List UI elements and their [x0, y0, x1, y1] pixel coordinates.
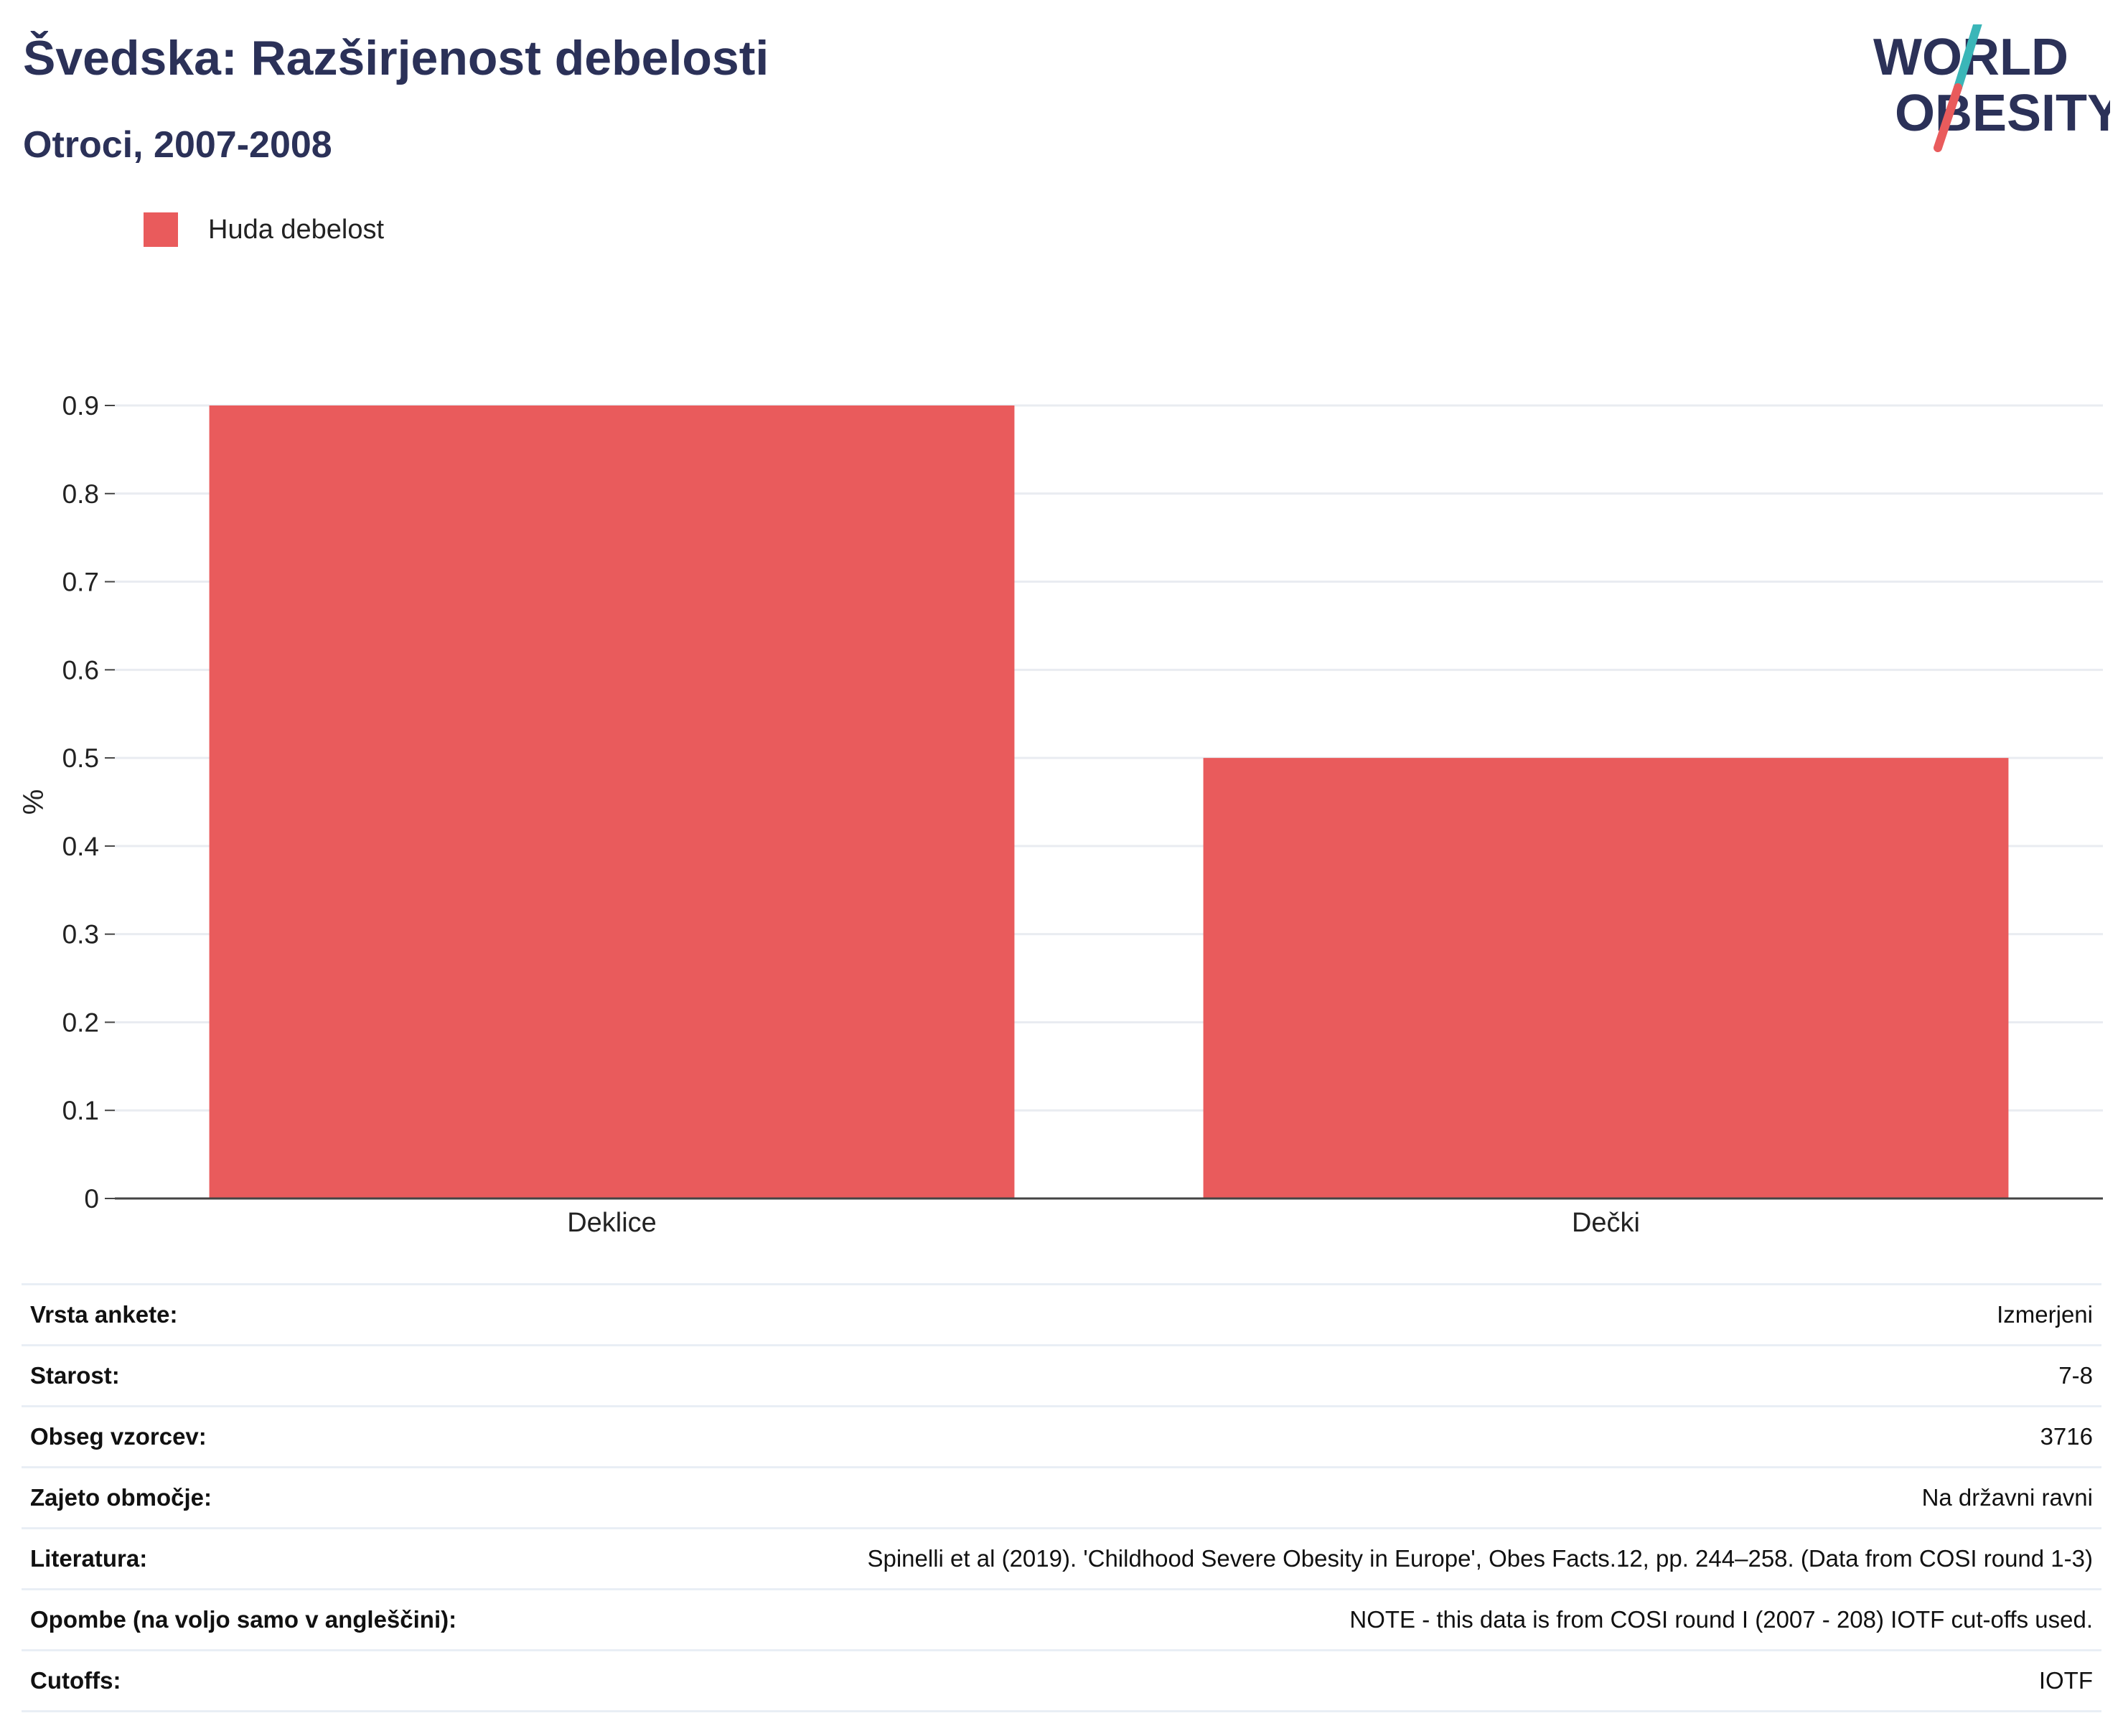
x-tick-label: Deklice [567, 1208, 657, 1238]
chart-subtitle: Otroci, 2007-2008 [23, 124, 332, 166]
y-axis-label: % [18, 789, 50, 815]
x-tick-label: Dečki [1572, 1208, 1640, 1238]
info-row: Starost: 7-8 [22, 1344, 2101, 1407]
info-row: Opombe (na voljo samo v angleščini): NOTE… [22, 1588, 2101, 1651]
y-tick-label: 0 [84, 1184, 99, 1214]
info-value: NOTE - this data is from COSI round I (2… [568, 1588, 2101, 1651]
info-label: Opombe (na voljo samo v angleščini): [22, 1588, 569, 1651]
y-tick-label: 0.1 [62, 1096, 99, 1125]
y-tick-label: 0.3 [62, 920, 99, 949]
bar-chart: 0 0.1 0.2 0.3 0.4 0.5 0.6 0.7 0.8 0.9 Deklice Dečki… [18, 391, 2103, 1238]
info-label: Cutoffs: [22, 1649, 569, 1712]
chart-title: Švedska: Razširjenost debelosti [23, 31, 769, 85]
y-tick-label: 0.8 [62, 479, 99, 509]
legend-swatch-huda-debelost[interactable] [144, 212, 178, 247]
legend-label-huda-debelost[interactable]: Huda debelost [208, 214, 385, 245]
info-label: Vrsta ankete: [22, 1283, 569, 1346]
world-obesity-logo: WORLD OBESITY [1873, 24, 2110, 152]
info-value: Na državni ravni [568, 1466, 2101, 1529]
info-label: Starost: [22, 1344, 569, 1407]
y-tick-label: 0.9 [62, 391, 99, 421]
logo-slash-coral [1934, 83, 1962, 152]
info-row: Obseg vzorcev: 3716 [22, 1405, 2101, 1468]
info-row: Literatura: Spinelli et al (2019). 'Child… [22, 1527, 2101, 1590]
y-tick-label: 0.2 [62, 1008, 99, 1037]
info-value: 3716 [568, 1405, 2101, 1468]
y-tick-label: 0.7 [62, 568, 99, 597]
info-value: Izmerjeni [568, 1283, 2101, 1346]
info-row: Vrsta ankete: Izmerjeni [22, 1283, 2101, 1346]
chart-legend: Huda debelost [144, 212, 384, 247]
logo-text-obesity: OBESITY [1895, 85, 2110, 142]
info-row: Cutoffs: IOTF [22, 1649, 2101, 1712]
bar-deklice[interactable] [209, 405, 1015, 1198]
info-value: IOTF [568, 1649, 2101, 1712]
bar-decki[interactable] [1203, 758, 2009, 1198]
info-value: Spinelli et al (2019). 'Childhood Severe… [568, 1527, 2101, 1590]
info-value: 7-8 [568, 1344, 2101, 1407]
info-label: Zajeto območje: [22, 1466, 569, 1529]
survey-info-table: Vrsta ankete: Izmerjeni Starost: 7-8 Obseg v… [22, 1283, 2101, 1712]
y-tick-label: 0.4 [62, 832, 99, 861]
y-tick-label: 0.6 [62, 655, 99, 685]
y-tick-label: 0.5 [62, 743, 99, 773]
info-row: Zajeto območje: Na državni ravni [22, 1466, 2101, 1529]
info-label: Literatura: [22, 1527, 569, 1590]
info-label: Obseg vzorcev: [22, 1405, 569, 1468]
logo-slash-teal [1954, 24, 1982, 92]
